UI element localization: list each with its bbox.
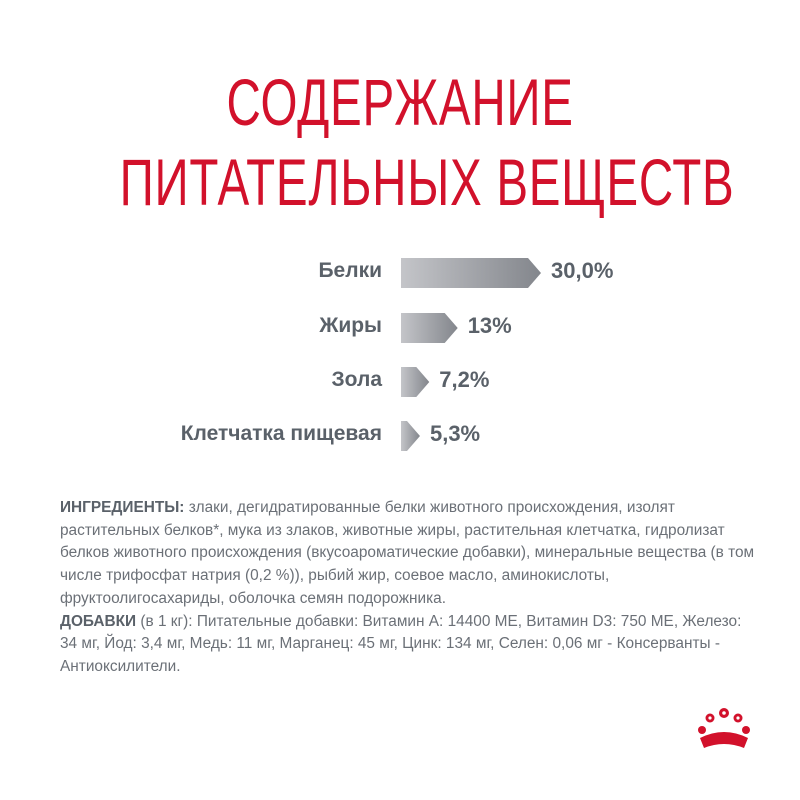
category-label: Белки [318,259,382,282]
bar-3 [401,421,420,451]
value-label: 13% [467,313,512,338]
ingredients-text-block: ИНГРЕДИЕНТЫ: злаки, дегидратированные бе… [60,497,760,679]
ingredients-label: ИНГРЕДИЕНТЫ: [60,499,185,516]
additives-text: (в 1 кг): Питательные добавки: Витамин А… [60,612,742,675]
royal-canin-crown-logo [698,708,750,748]
value-label: 7,2% [439,367,490,392]
category-label: Клетчатка пищевая [180,422,382,445]
value-label: 5,3% [429,421,481,446]
bar-0 [401,258,541,288]
ingredients-text: злаки, дегидратированные белки животного… [60,499,755,607]
category-label: Зола [331,368,382,391]
bar-1 [401,313,458,343]
bar-2 [401,367,430,397]
page-title-line-1: СОДЕРЖАНИЕ [0,62,800,142]
page-title-line-2: ПИТАТЕЛЬНЫХ ВЕЩЕСТВ [0,142,800,222]
nutrient-bar-chart [401,258,541,451]
value-label: 30,0% [551,258,614,283]
category-label: Жиры [319,314,382,337]
title-text: ПИТАТЕЛЬНЫХ ВЕЩЕСТВ [119,145,735,219]
additives-label: ДОБАВКИ [60,612,137,630]
title-text: СОДЕРЖАНИЕ [226,65,574,139]
